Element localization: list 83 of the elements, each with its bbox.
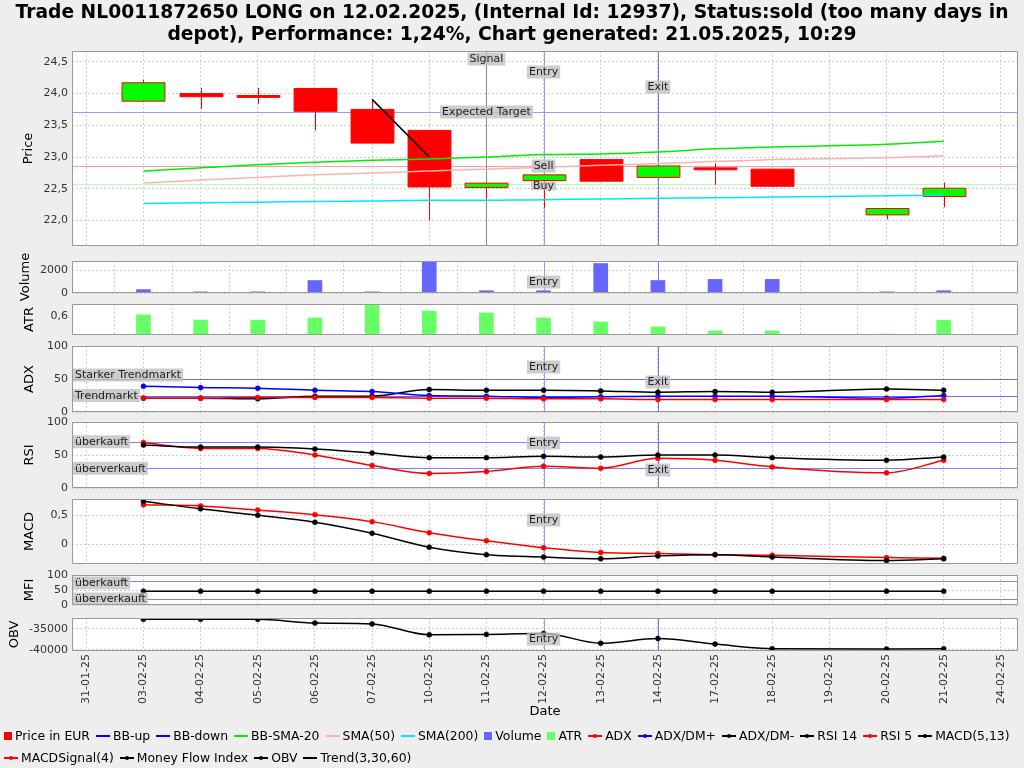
y-axis-title: Volume (17, 252, 33, 302)
x-tick-label: 03-02-25 (136, 654, 150, 704)
ref-line-label: überkauft (75, 576, 129, 590)
x-tick-label: 14-02-25 (650, 654, 664, 704)
legend-label: OBV (271, 749, 298, 767)
y-tick-label: -40000 (29, 642, 68, 656)
x-tick-label: 06-02-25 (307, 654, 321, 704)
legend-label: SMA(200) (417, 727, 479, 745)
y-tick-label: 50 (54, 582, 68, 596)
y-tick-label: 2000 (40, 263, 68, 277)
ref-line-label: Signal (469, 52, 504, 66)
chart-title: Trade NL0011872650 LONG on 12.02.2025, (Internal Id: 12937), Status:sold (too many days in depot), Performance: 1,24%, Chart generated: 21.05.2025, 10:29 (14, 1, 1010, 45)
ref-line-label: überverkauft (75, 592, 147, 606)
ref-line-label: Entry (528, 360, 559, 374)
y-tick-label: 0 (61, 537, 68, 551)
y-tick-label: 24,5 (43, 54, 68, 68)
ref-line-label: Starker Trendmarkt (75, 368, 182, 382)
annotation: Expected Target (441, 105, 532, 119)
legend-label: Volume (495, 727, 542, 745)
x-tick-label: 10-02-25 (422, 654, 436, 704)
x-tick-label: 20-02-25 (879, 654, 893, 704)
x-tick-label: 04-02-25 (193, 654, 207, 704)
y-tick-label: 50 (54, 371, 68, 385)
annotation: Buy (533, 179, 555, 193)
legend-label: SMA(50) (342, 727, 395, 745)
y-tick-label: 0 (61, 285, 68, 299)
y-tick-label: 22,5 (43, 181, 68, 195)
y-axis-title: Price (20, 132, 36, 165)
legend-label: ADX/DM- (738, 727, 795, 745)
legend-label: MACDSignal(4) (21, 749, 114, 767)
y-tick-label: 22,0 (43, 213, 68, 227)
legend-label: BB-up (112, 727, 151, 745)
x-tick-label: 12-02-25 (536, 654, 550, 704)
x-tick-label: 11-02-25 (479, 654, 493, 704)
text: 0,6 (50, 308, 68, 322)
legend-label: MACD(5,13) (935, 727, 1010, 745)
x-tick-label: 07-02-25 (364, 654, 378, 704)
ref-line-label: Exit (647, 463, 669, 477)
legend-label: Trend(3,30,60) (320, 749, 412, 767)
y-axis-title: MFI (21, 578, 37, 602)
x-axis-title: Date (529, 702, 561, 718)
x-tick-label: 19-02-25 (822, 654, 836, 704)
y-tick-label: 0 (61, 480, 68, 494)
x-tick-label: 13-02-25 (593, 654, 607, 704)
y-tick-label: -35000 (29, 621, 68, 635)
ref-line-label: überverkauft (75, 461, 147, 475)
x-tick-label: 31-01-25 (79, 654, 93, 704)
ref-line-label: Entry (528, 275, 559, 289)
y-tick-label: 100 (47, 338, 68, 352)
y-axis-title: MACD (21, 512, 37, 551)
ref-line-label: überkauft (75, 435, 129, 449)
legend-label: RSI 14 (817, 727, 858, 745)
legend-label: BB-down (173, 727, 229, 745)
y-tick-label: 100 (47, 567, 68, 581)
legend-label: ADX/DM+ (654, 727, 716, 745)
ref-line-label: Entry (528, 513, 559, 527)
y-tick-label: 0,5 (50, 508, 68, 522)
y-tick-label: 23,5 (43, 118, 68, 132)
y-tick-label: 24,0 (43, 86, 68, 100)
legend-label: Money Flow Index (136, 749, 249, 767)
ref-line-label: Entry (528, 65, 559, 79)
x-tick-label: 18-02-25 (765, 654, 779, 704)
y-tick-label: 50 (54, 447, 68, 461)
y-tick-label: 23,0 (43, 149, 68, 163)
ref-line-label: Trendmarkt (74, 388, 139, 402)
ref-line-label: Entry (528, 632, 559, 646)
x-tick-label: 17-02-25 (707, 654, 721, 704)
y-axis-title: RSI (21, 444, 37, 466)
y-tick-label: 0 (61, 597, 68, 611)
ref-line-label: Exit (647, 80, 669, 94)
legend-label: ADX (605, 727, 632, 745)
ref-line-label: Entry (528, 436, 559, 450)
y-axis-title: ATR (21, 307, 37, 332)
legend-label: BB-SMA-20 (251, 727, 320, 745)
legend-label: RSI 5 (880, 727, 913, 745)
x-tick-label: 21-02-25 (936, 654, 950, 704)
ref-line-label: Exit (647, 375, 669, 389)
x-tick-label: 24-02-25 (993, 654, 1007, 704)
x-tick-label: 05-02-25 (250, 654, 264, 704)
y-axis-title: ADX (21, 365, 37, 393)
legend-label: ATR (558, 727, 583, 745)
legend-label: Price in EUR (15, 727, 90, 745)
y-axis-title: OBV (6, 620, 22, 649)
